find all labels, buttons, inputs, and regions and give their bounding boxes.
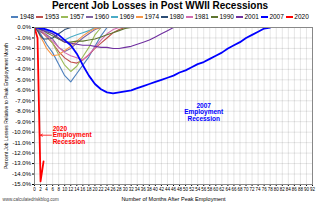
svg-text:20: 20 (92, 187, 98, 192)
html-text:1948: 1948 (19, 13, 35, 20)
svg-text:12: 12 (68, 187, 74, 192)
svg-text:-4.0%: -4.0% (15, 66, 31, 72)
svg-text:32: 32 (129, 187, 135, 192)
svg-text:24: 24 (105, 187, 111, 192)
svg-text:-9.0%: -9.0% (15, 119, 31, 125)
svg-text:84: 84 (286, 187, 292, 192)
svg-text:-10.0%: -10.0% (12, 129, 32, 135)
html-text:1981: 1981 (194, 13, 209, 20)
html-text:2007: 2007 (269, 13, 284, 20)
svg-text:0: 0 (33, 187, 36, 192)
svg-text:8: 8 (57, 187, 60, 192)
svg-text:-15.0%: -15.0% (12, 181, 32, 187)
svg-text:2: 2 (39, 187, 42, 192)
svg-text:16: 16 (80, 187, 86, 192)
svg-text:52: 52 (189, 187, 195, 192)
svg-text:2007EmploymentRecession: 2007EmploymentRecession (184, 102, 224, 122)
svg-text:-13.0%: -13.0% (12, 160, 32, 166)
svg-text:40: 40 (153, 187, 159, 192)
svg-text:36: 36 (141, 187, 147, 192)
svg-text:46: 46 (171, 187, 177, 192)
svg-text:58: 58 (207, 187, 213, 192)
svg-text:-6.0%: -6.0% (15, 87, 31, 93)
svg-text:4: 4 (45, 187, 48, 192)
svg-text:86: 86 (292, 187, 298, 192)
svg-text:42: 42 (159, 187, 165, 192)
svg-text:2020EmploymentRecession: 2020EmploymentRecession (53, 125, 93, 145)
html-text:1974: 1974 (144, 13, 159, 20)
svg-text:22: 22 (98, 187, 104, 192)
svg-text:64: 64 (225, 187, 231, 192)
svg-text:-3.0%: -3.0% (15, 56, 31, 62)
svg-text:50: 50 (183, 187, 189, 192)
svg-text:-8.0%: -8.0% (15, 108, 31, 114)
svg-text:60: 60 (213, 187, 219, 192)
svg-text:34: 34 (135, 187, 141, 192)
svg-text:28: 28 (117, 187, 123, 192)
svg-text:56: 56 (201, 187, 207, 192)
svg-text:18: 18 (86, 187, 92, 192)
html-text:2020: 2020 (294, 13, 309, 20)
svg-text:48: 48 (177, 187, 183, 192)
svg-text:-12.0%: -12.0% (12, 150, 32, 156)
svg-text:90: 90 (304, 187, 310, 192)
svg-text:62: 62 (219, 187, 225, 192)
svg-text:82: 82 (280, 187, 286, 192)
svg-text:26: 26 (111, 187, 117, 192)
svg-text:-2.0%: -2.0% (15, 45, 31, 51)
html-text:1957: 1957 (69, 13, 85, 20)
svg-text:72: 72 (250, 187, 256, 192)
svg-text:44: 44 (165, 187, 171, 192)
svg-text:30: 30 (123, 187, 129, 192)
svg-text:88: 88 (298, 187, 304, 192)
svg-text:10: 10 (62, 187, 68, 192)
svg-text:-11.0%: -11.0% (12, 140, 31, 146)
svg-text:Percent Job Losses Relative to: Percent Job Losses Relative to Peak Empl… (3, 43, 9, 169)
html-text:1990: 1990 (219, 13, 234, 20)
html-text:1980: 1980 (169, 13, 184, 20)
svg-text:14: 14 (74, 187, 80, 192)
svg-text:0.0%: 0.0% (17, 24, 31, 30)
svg-text:-7.0%: -7.0% (15, 98, 31, 104)
svg-text:-14.0%: -14.0% (12, 171, 32, 177)
svg-text:www.calculatedriskblog.com: www.calculatedriskblog.com (3, 197, 60, 202)
html-text:1960: 1960 (94, 13, 110, 20)
svg-text:76: 76 (262, 187, 268, 192)
html-text:Percent Job Losses in Post WWI: Percent Job Losses in Post WWII Recessio… (51, 0, 269, 11)
svg-text:80: 80 (274, 187, 280, 192)
html-text:1969: 1969 (119, 13, 134, 20)
svg-text:70: 70 (244, 187, 250, 192)
svg-text:68: 68 (237, 187, 243, 192)
svg-text:38: 38 (147, 187, 153, 192)
svg-text:54: 54 (195, 187, 201, 192)
svg-text:-5.0%: -5.0% (15, 77, 31, 83)
svg-text:74: 74 (256, 187, 262, 192)
html-text:1953: 1953 (44, 13, 60, 20)
html-text:2001: 2001 (244, 13, 259, 20)
svg-text:-1.0%: -1.0% (15, 35, 31, 41)
svg-text:66: 66 (231, 187, 237, 192)
svg-text:6: 6 (51, 187, 54, 192)
svg-text:Number of Months After Peak Em: Number of Months After Peak Employment (121, 196, 226, 202)
svg-text:92: 92 (310, 187, 316, 192)
svg-text:78: 78 (268, 187, 274, 192)
